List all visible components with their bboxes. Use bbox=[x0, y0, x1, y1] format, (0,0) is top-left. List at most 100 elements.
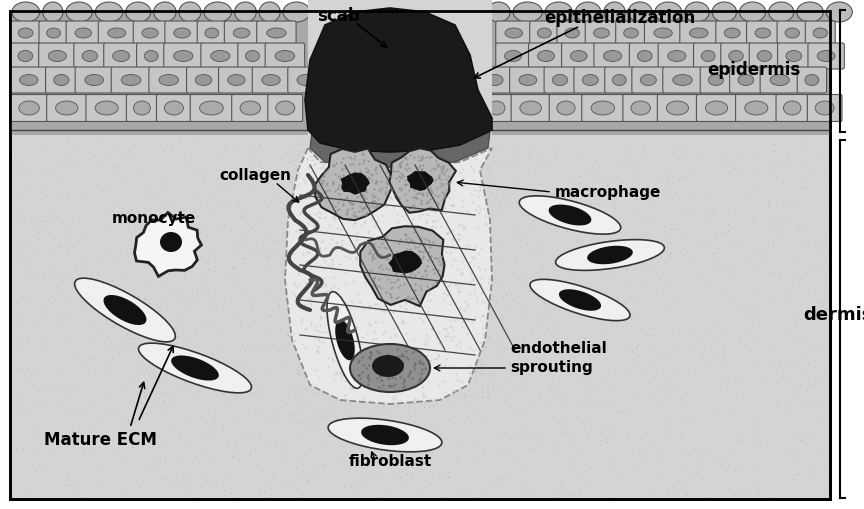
Point bbox=[565, 284, 579, 292]
Point bbox=[92, 463, 106, 471]
Point bbox=[391, 426, 405, 434]
Point bbox=[397, 479, 411, 487]
Point bbox=[528, 380, 542, 388]
Point bbox=[114, 280, 128, 289]
Point bbox=[67, 370, 81, 378]
Point bbox=[276, 360, 289, 368]
Point bbox=[105, 276, 119, 285]
Point bbox=[232, 294, 245, 302]
Point bbox=[197, 179, 211, 187]
Point bbox=[148, 434, 162, 442]
Point bbox=[640, 262, 654, 270]
Point bbox=[704, 242, 718, 250]
Point bbox=[444, 182, 458, 190]
Point bbox=[626, 198, 639, 206]
Point bbox=[643, 248, 657, 257]
Point bbox=[765, 158, 778, 166]
Point bbox=[644, 250, 658, 259]
Point bbox=[682, 191, 696, 200]
Point bbox=[784, 284, 797, 292]
Point bbox=[190, 290, 204, 298]
Point bbox=[757, 329, 771, 337]
Point bbox=[264, 418, 278, 426]
Point bbox=[788, 366, 802, 374]
Point bbox=[738, 377, 752, 385]
Point bbox=[224, 488, 238, 496]
Point bbox=[785, 336, 798, 344]
Point bbox=[771, 420, 785, 429]
Point bbox=[321, 410, 334, 418]
Point bbox=[712, 458, 726, 466]
Point bbox=[756, 246, 770, 254]
Point bbox=[663, 201, 677, 209]
Point bbox=[23, 242, 37, 250]
Point bbox=[416, 315, 429, 323]
Point bbox=[624, 146, 638, 154]
Point bbox=[486, 381, 499, 389]
Point bbox=[804, 317, 818, 325]
Point bbox=[280, 389, 294, 398]
Point bbox=[414, 300, 428, 308]
Point bbox=[327, 354, 341, 362]
Point bbox=[217, 406, 231, 414]
Point bbox=[64, 413, 78, 421]
Point bbox=[55, 222, 69, 230]
Point bbox=[426, 423, 440, 432]
Point bbox=[283, 341, 296, 349]
Point bbox=[59, 446, 73, 455]
Point bbox=[677, 270, 691, 278]
Point bbox=[422, 398, 435, 406]
Point bbox=[520, 344, 534, 352]
Point bbox=[295, 368, 309, 376]
Point bbox=[700, 330, 714, 338]
Point bbox=[752, 461, 766, 469]
Point bbox=[679, 396, 693, 404]
Point bbox=[643, 321, 657, 329]
Point bbox=[597, 394, 611, 402]
Polygon shape bbox=[530, 279, 630, 321]
Point bbox=[592, 259, 606, 267]
Point bbox=[707, 428, 721, 436]
Point bbox=[676, 393, 689, 401]
Point bbox=[168, 389, 181, 398]
Point bbox=[64, 297, 78, 305]
Point bbox=[148, 458, 162, 466]
Point bbox=[35, 189, 48, 197]
FancyBboxPatch shape bbox=[164, 43, 203, 69]
Point bbox=[186, 173, 200, 181]
Point bbox=[238, 423, 252, 431]
Point bbox=[453, 391, 467, 400]
Point bbox=[389, 381, 403, 389]
Point bbox=[165, 249, 179, 257]
Point bbox=[24, 253, 38, 261]
Point bbox=[278, 150, 292, 158]
Point bbox=[391, 360, 404, 368]
Point bbox=[727, 203, 741, 211]
Point bbox=[147, 214, 161, 222]
Point bbox=[344, 481, 358, 489]
Point bbox=[399, 470, 413, 478]
Point bbox=[416, 257, 429, 265]
Point bbox=[415, 203, 429, 211]
Point bbox=[545, 299, 559, 307]
Point bbox=[530, 294, 544, 302]
Point bbox=[287, 286, 301, 294]
Point bbox=[65, 217, 79, 225]
Point bbox=[265, 307, 279, 316]
Point bbox=[280, 358, 294, 366]
Point bbox=[308, 287, 322, 295]
Point bbox=[294, 430, 308, 438]
Point bbox=[641, 458, 655, 466]
Point bbox=[570, 376, 584, 384]
Point bbox=[157, 419, 171, 428]
Point bbox=[72, 426, 86, 434]
Point bbox=[22, 337, 35, 346]
Point bbox=[791, 220, 805, 229]
Ellipse shape bbox=[604, 2, 626, 22]
Point bbox=[213, 330, 226, 338]
Point bbox=[551, 287, 565, 295]
Point bbox=[185, 283, 199, 291]
Point bbox=[452, 398, 466, 406]
Point bbox=[412, 474, 426, 483]
Point bbox=[776, 220, 790, 228]
